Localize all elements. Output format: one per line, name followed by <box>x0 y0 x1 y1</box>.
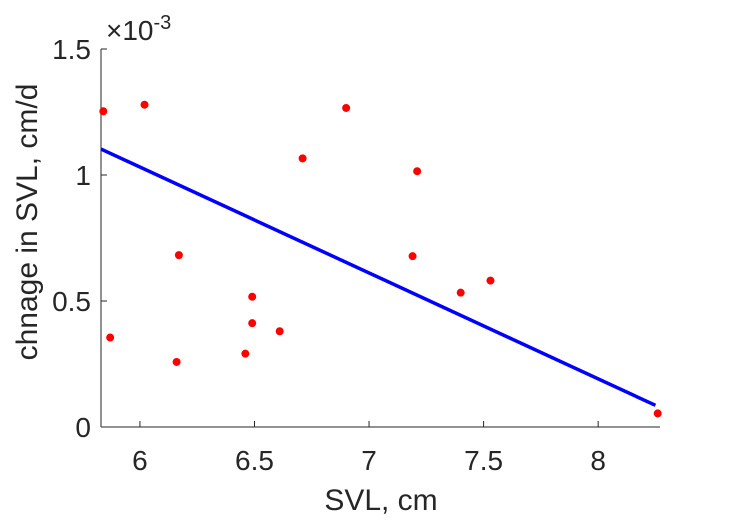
y-exponent-base: ×10 <box>106 15 154 46</box>
axes: 6 6.5 7 7.5 8 0 0.5 1 1.5 <box>52 34 660 476</box>
data-point <box>248 319 257 328</box>
x-tick-label: 6 <box>132 445 148 476</box>
data-point <box>408 252 417 261</box>
data-points <box>99 100 662 418</box>
data-point <box>172 357 181 366</box>
data-point <box>275 327 284 336</box>
x-tick-label: 8 <box>590 445 606 476</box>
x-tick-label: 7 <box>361 445 377 476</box>
data-point <box>248 292 257 301</box>
y-axis-label: chnage in SVL, cm/d <box>11 84 44 361</box>
y-exponent-power: -3 <box>154 12 172 34</box>
data-point <box>456 288 465 297</box>
x-tick-label: 6.5 <box>235 445 274 476</box>
data-point <box>106 333 115 342</box>
data-point <box>99 107 108 116</box>
x-tick-label: 7.5 <box>464 445 503 476</box>
data-point <box>140 100 149 109</box>
fit-line <box>100 147 657 407</box>
x-axis-label: SVL, cm <box>324 484 437 517</box>
y-tick-label: 1 <box>75 160 91 191</box>
data-point <box>653 409 662 418</box>
data-point <box>241 349 250 358</box>
data-point <box>413 167 422 176</box>
y-tick-label: 0.5 <box>52 286 91 317</box>
y-exponent: ×10-3 <box>106 12 171 46</box>
data-point <box>486 276 495 285</box>
data-point <box>174 251 183 260</box>
y-tick-label: 1.5 <box>52 34 91 65</box>
fit-line-group <box>100 147 657 407</box>
data-point <box>298 154 307 163</box>
data-point <box>342 103 351 112</box>
y-tick-label: 0 <box>75 412 91 443</box>
